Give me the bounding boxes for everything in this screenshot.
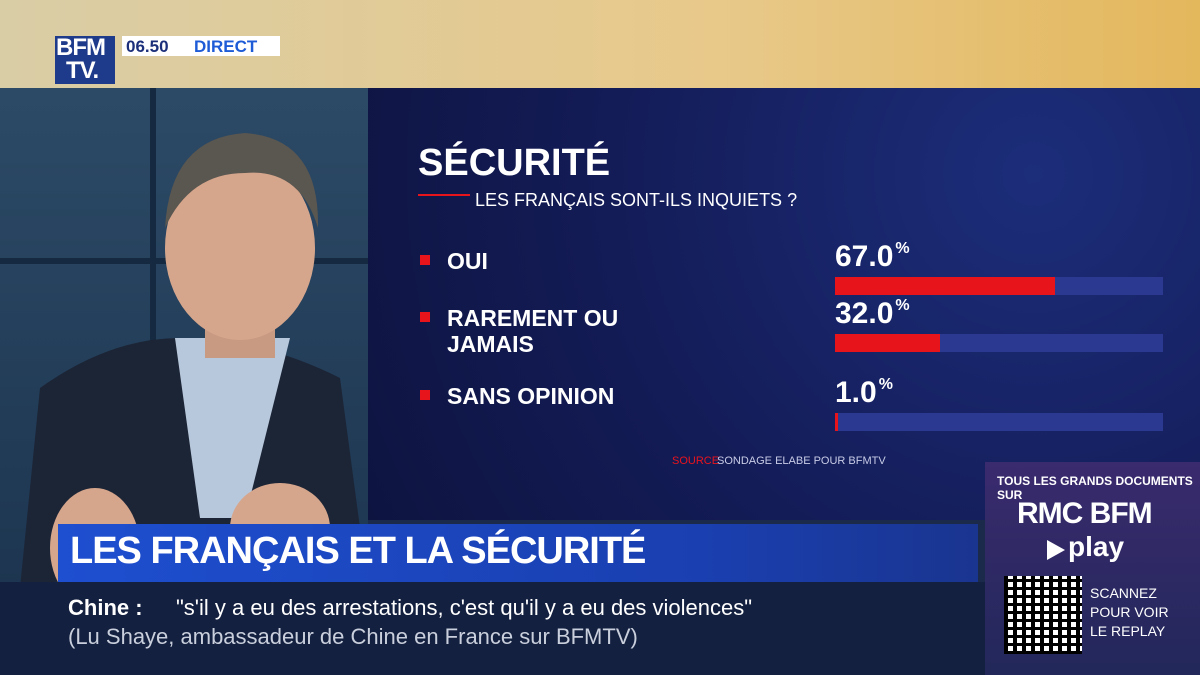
qr-code <box>1004 576 1082 654</box>
live-label: DIRECT <box>194 37 258 56</box>
promo-play: play <box>1068 531 1125 562</box>
logo-tv: TV. <box>66 57 99 84</box>
cta-line: SCANNEZ <box>1090 585 1157 601</box>
headline: LES FRANÇAIS ET LA SÉCURITÉ <box>70 530 646 572</box>
value-label: 67.0 <box>835 240 894 273</box>
value-label-group: 1.0% <box>835 376 893 410</box>
clock: 06.50 <box>126 37 169 56</box>
legend-marker <box>420 390 430 400</box>
source: SONDAGE ELABE POUR BFMTV <box>717 455 886 467</box>
ticker-topic: Chine : <box>68 595 143 620</box>
value-unit: % <box>895 297 910 314</box>
studio <box>0 88 368 608</box>
category-label: OUI <box>447 248 488 274</box>
chart-title: SÉCURITÉ <box>418 142 611 184</box>
value-unit: % <box>878 376 893 393</box>
promo-cta: SCANNEZ POUR VOIR LE REPLAY <box>1090 584 1169 641</box>
ticker-attribution: (Lu Shaye, ambassadeur de Chine en Franc… <box>68 624 638 649</box>
cta-line: LE REPLAY <box>1090 623 1166 639</box>
promo-brand: RMC BFM <box>1017 497 1153 530</box>
headline-bar <box>58 524 978 582</box>
value-label: 1.0 <box>835 376 877 409</box>
presenter <box>0 88 368 608</box>
category-label: SANS OPINION <box>447 383 615 409</box>
promo-intro: TOUS LES GRANDS DOCUMENTS SUR <box>997 474 1193 502</box>
clock-box <box>122 36 280 56</box>
chart-panel <box>368 88 1200 520</box>
logo-box <box>55 36 115 84</box>
bar <box>835 413 839 431</box>
title-rule <box>418 194 470 196</box>
legend-marker <box>420 312 430 322</box>
ticker-bar <box>0 582 985 675</box>
logo-bfm: BFM <box>56 34 106 61</box>
bar-track <box>835 413 1163 431</box>
ticker-quote: "s'il y a eu des arrestations, c'est qu'… <box>176 595 753 620</box>
cta-line: POUR VOIR <box>1090 604 1169 620</box>
bar <box>835 334 940 352</box>
category-label: RAREMENT OU JAMAIS <box>447 305 619 357</box>
value-label-group: 67.0% <box>835 240 910 274</box>
play-icon <box>1047 540 1065 560</box>
chart-subtitle: LES FRANÇAIS SONT-ILS INQUIETS ? <box>475 190 798 210</box>
legend-marker <box>420 255 430 265</box>
value-label: 32.0 <box>835 297 894 330</box>
bar <box>835 277 1055 295</box>
source-label: SOURCE <box>672 455 720 467</box>
value-label-group: 32.0% <box>835 297 910 331</box>
value-unit: % <box>895 240 910 257</box>
